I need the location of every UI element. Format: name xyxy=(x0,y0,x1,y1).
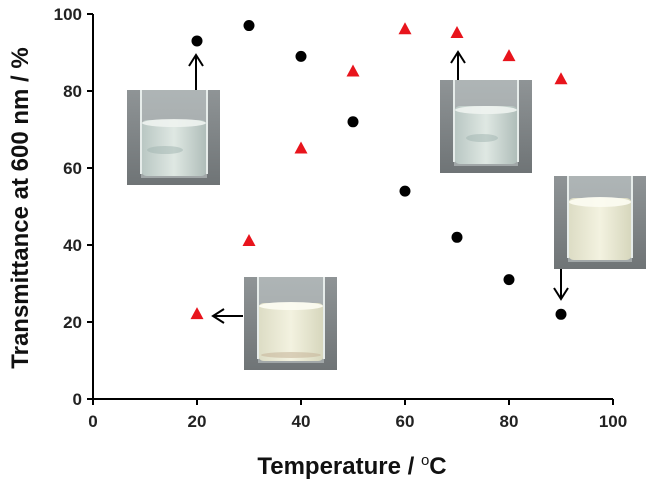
x-axis-title-main: Temperature / xyxy=(257,453,421,480)
arrow-vial-turbid-20 xyxy=(211,308,243,324)
arrow-vial-clear-70 xyxy=(450,50,466,80)
y-ticks: 0 20 40 60 80 100 xyxy=(54,5,93,409)
y-tick-label: 80 xyxy=(63,82,82,101)
x-tick-label: 80 xyxy=(500,412,519,431)
data-point-triangle xyxy=(346,64,360,77)
x-tick-label: 0 xyxy=(88,412,97,431)
vial-clear-70-photo xyxy=(440,80,532,173)
x-axis-title-degree: o xyxy=(421,452,429,469)
data-point-circle xyxy=(347,116,359,128)
vial-clear-20-photo xyxy=(127,90,220,185)
data-point-circle xyxy=(399,185,411,197)
y-tick-label: 60 xyxy=(63,159,82,178)
y-tick-label: 0 xyxy=(73,390,82,409)
data-point-triangle xyxy=(502,49,516,62)
data-point-triangle xyxy=(242,233,256,246)
data-point-circle xyxy=(555,308,567,320)
data-point-circle xyxy=(191,35,203,47)
y-tick-label: 100 xyxy=(54,5,82,24)
x-tick-label: 100 xyxy=(599,412,627,431)
arrow-vial-turbid-90 xyxy=(553,269,569,301)
y-tick-label: 20 xyxy=(63,313,82,332)
data-point-circle xyxy=(451,231,463,243)
plot-axes xyxy=(92,14,613,400)
arrow-vial-clear-20 xyxy=(188,53,204,90)
x-ticks: 0 20 40 60 80 100 xyxy=(88,399,627,431)
data-point-circle xyxy=(503,274,515,286)
data-point-circle xyxy=(243,20,255,32)
y-tick-label: 40 xyxy=(63,236,82,255)
x-tick-label: 60 xyxy=(396,412,415,431)
data-point-triangle xyxy=(554,72,568,85)
x-axis-title-unit: C xyxy=(429,453,446,480)
x-tick-label: 40 xyxy=(292,412,311,431)
data-marks xyxy=(190,20,568,320)
x-tick-label: 20 xyxy=(188,412,207,431)
data-point-triangle xyxy=(398,22,412,35)
data-point-triangle xyxy=(294,141,308,154)
x-axis-title: Temperature / oC xyxy=(257,452,446,480)
vial-turbid-90-photo xyxy=(554,176,646,269)
y-axis-title: Transmittance at 600 nm / % xyxy=(7,47,34,368)
data-point-circle xyxy=(295,50,307,62)
vial-turbid-20-photo xyxy=(244,277,337,370)
data-point-triangle xyxy=(190,307,204,320)
data-point-triangle xyxy=(450,26,464,39)
